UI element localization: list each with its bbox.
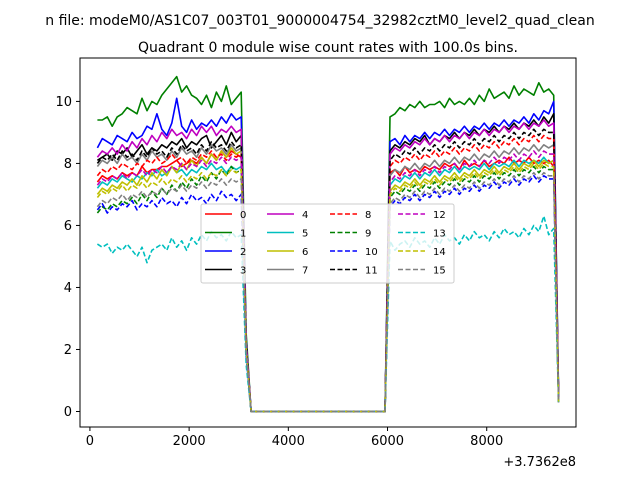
y-tick-label: 0: [64, 405, 72, 420]
legend-label-6: 6: [302, 247, 308, 258]
x-axis-offset-label: +3.7362e8: [503, 455, 576, 470]
legend-label-12: 12: [433, 210, 446, 221]
x-tick-label: 6000: [371, 434, 404, 449]
y-tick-label: 2: [64, 343, 72, 358]
legend-label-14: 14: [433, 247, 446, 258]
y-tick-label: 4: [64, 281, 72, 296]
legend-label-15: 15: [433, 266, 446, 277]
x-tick-label: 4000: [272, 434, 305, 449]
series-layer: [96, 75, 560, 413]
chart-title: Quadrant 0 module wise count rates with …: [138, 40, 518, 56]
x-tick-label: 8000: [470, 434, 503, 449]
y-tick-label: 6: [64, 219, 72, 234]
y-tick-label: 8: [64, 157, 72, 172]
legend-label-3: 3: [240, 266, 246, 277]
legend-label-10: 10: [365, 247, 378, 258]
x-tick-label: 2000: [173, 434, 206, 449]
legend-box: [200, 203, 455, 284]
legend-label-4: 4: [302, 210, 308, 221]
legend-label-2: 2: [240, 247, 246, 258]
legend-label-1: 1: [240, 229, 246, 240]
axes-frame: [79, 57, 577, 428]
legend-label-11: 11: [365, 266, 378, 277]
x-axis-ticks: 0 2000 4000 6000 8000: [86, 427, 503, 449]
series-line-8: [96, 134, 560, 413]
series-line-15: [96, 171, 560, 413]
legend-label-13: 13: [433, 229, 446, 240]
legend-label-0: 0: [240, 210, 246, 221]
y-tick-label: 10: [55, 95, 72, 110]
legend-label-9: 9: [365, 229, 371, 240]
legend-label-5: 5: [302, 229, 308, 240]
series-line-5: [96, 156, 560, 413]
figure-suptitle: n file: modeM0/AS1C07_003T01_9000004754_…: [45, 13, 594, 29]
series-line-10: [96, 175, 560, 413]
legend-label-7: 7: [302, 266, 308, 277]
y-axis-ticks: 0 2 4 6 8 10: [55, 95, 80, 420]
legend-label-8: 8: [365, 210, 371, 221]
x-tick-label: 0: [86, 434, 94, 449]
series-line-14: [96, 162, 560, 413]
